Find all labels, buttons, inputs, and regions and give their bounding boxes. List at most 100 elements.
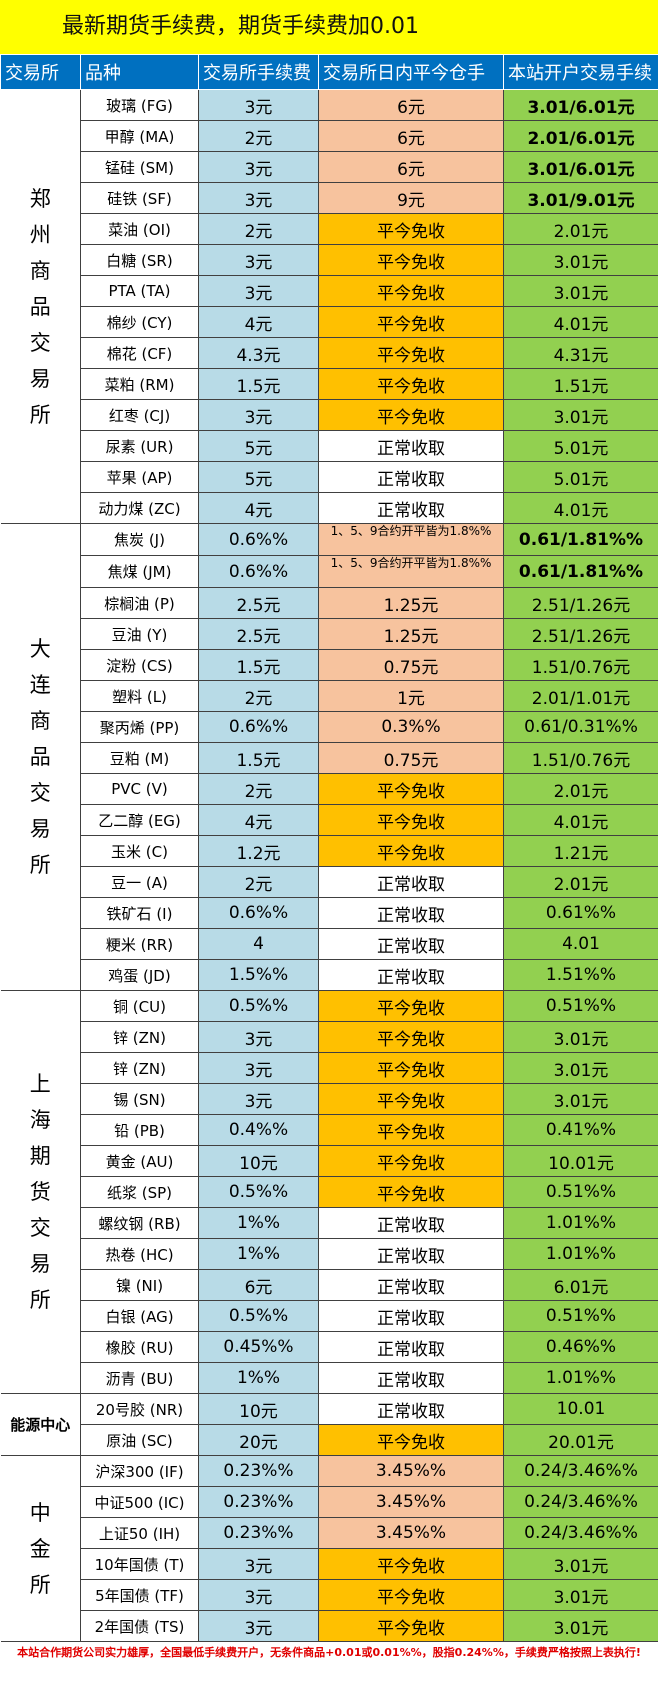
site-fee-cell: 0.51%% [504, 1177, 658, 1208]
variety-cell: 锌 (ZN) [81, 1053, 199, 1084]
footer-note: 本站合作期货公司实力雄厚，全国最低手续费开户，无条件商品+0.01或0.01%%… [0, 1640, 658, 1691]
exchange-fee-cell: 1.5元 [199, 369, 319, 400]
variety-cell: 聚丙烯 (PP) [81, 712, 199, 743]
variety-cell: 甲醇 (MA) [81, 121, 199, 152]
variety-cell: 动力煤 (ZC) [81, 493, 199, 524]
variety-cell: 5年国债 (TF) [81, 1580, 199, 1611]
site-fee-cell: 4.01元 [504, 307, 658, 338]
exchange-fee-cell: 3元 [199, 90, 319, 121]
variety-cell: 淀粉 (CS) [81, 650, 199, 681]
exchange-fee-cell: 0.5%% [199, 1177, 319, 1208]
variety-cell: 20号胶 (NR) [81, 1394, 199, 1425]
site-fee-cell: 2.51/1.26元 [504, 588, 658, 619]
exchange-fee-cell: 10元 [199, 1394, 319, 1425]
exchange-fee-cell: 0.45%% [199, 1332, 319, 1363]
exchange-fee-cell: 3元 [199, 183, 319, 214]
close-today-cell: 正常收取 [319, 1332, 504, 1363]
exchange-fee-cell: 3元 [199, 1084, 319, 1115]
exchange-fee-cell: 4元 [199, 493, 319, 524]
close-today-cell: 1元 [319, 681, 504, 712]
site-fee-cell: 3.01元 [504, 1053, 658, 1084]
variety-cell: 玻璃 (FG) [81, 90, 199, 121]
site-fee-cell: 4.01元 [504, 493, 658, 524]
site-fee-cell: 2.51/1.26元 [504, 619, 658, 650]
close-today-cell: 正常收取 [319, 462, 504, 493]
header-variety: 品种 [81, 55, 199, 90]
site-fee-cell: 4.01元 [504, 805, 658, 836]
variety-cell: 玉米 (C) [81, 836, 199, 867]
site-fee-cell: 10.01元 [504, 1146, 658, 1177]
exchange-fee-cell: 3元 [199, 400, 319, 431]
site-fee-cell: 1.01%% [504, 1363, 658, 1394]
close-today-cell: 正常收取 [319, 1270, 504, 1301]
site-fee-cell: 0.24/3.46%% [504, 1487, 658, 1518]
variety-cell: PTA (TA) [81, 276, 199, 307]
site-fee-cell: 3.01/6.01元 [504, 152, 658, 183]
exchange-fee-cell: 0.5%% [199, 1301, 319, 1332]
variety-cell: 鸡蛋 (JD) [81, 960, 199, 991]
site-fee-cell: 3.01元 [504, 1580, 658, 1611]
exchange-fee-cell: 2元 [199, 121, 319, 152]
close-today-cell: 0.3%% [319, 712, 504, 743]
site-fee-cell: 0.61/1.81%% [504, 556, 658, 588]
variety-cell: 白银 (AG) [81, 1301, 199, 1332]
site-fee-cell: 3.01元 [504, 276, 658, 307]
close-today-cell: 平今免收 [319, 276, 504, 307]
variety-cell: 锌 (ZN) [81, 1022, 199, 1053]
exchange-fee-cell: 4元 [199, 805, 319, 836]
site-fee-cell: 3.01/9.01元 [504, 183, 658, 214]
exchange-fee-cell: 1.5元 [199, 743, 319, 774]
exchange-fee-cell: 3元 [199, 1611, 319, 1642]
variety-cell: 苹果 (AP) [81, 462, 199, 493]
site-fee-cell: 1.51元 [504, 369, 658, 400]
variety-cell: 硅铁 (SF) [81, 183, 199, 214]
variety-cell: 焦煤 (JM) [81, 556, 199, 588]
site-fee-cell: 3.01元 [504, 1611, 658, 1642]
close-today-cell: 平今免收 [319, 1177, 504, 1208]
exchange-name: 上海期货交易所 [29, 1066, 51, 1318]
close-today-cell: 0.75元 [319, 650, 504, 681]
site-fee-cell: 4.31元 [504, 338, 658, 369]
site-fee-cell: 3.01元 [504, 400, 658, 431]
exchange-fee-cell: 5元 [199, 431, 319, 462]
exchange-fee-cell: 3元 [199, 1022, 319, 1053]
table-row: 上证50 (IH)0.23%%3.45%%0.24/3.46%% [1, 1518, 658, 1549]
site-fee-cell: 0.51%% [504, 1301, 658, 1332]
variety-cell: 锰硅 (SM) [81, 152, 199, 183]
close-today-cell: 平今免收 [319, 774, 504, 805]
site-fee-cell: 1.01%% [504, 1239, 658, 1270]
site-fee-cell: 10.01 [504, 1394, 658, 1425]
exchange-fee-cell: 20元 [199, 1425, 319, 1456]
variety-cell: 白糖 (SR) [81, 245, 199, 276]
title-banner: 最新期货手续费，期货手续费加0.01 [0, 0, 658, 54]
fee-table: 交易所 品种 交易所手续费 交易所日内平今仓手 本站开户交易手续 郑州商品交易所… [0, 54, 658, 1642]
variety-cell: PVC (V) [81, 774, 199, 805]
variety-cell: 沪深300 (IF) [81, 1456, 199, 1487]
exchange-fee-cell: 3元 [199, 1580, 319, 1611]
exchange-fee-cell: 2.5元 [199, 588, 319, 619]
site-fee-cell: 0.61%% [504, 898, 658, 929]
close-today-cell: 正常收取 [319, 898, 504, 929]
close-today-cell: 平今免收 [319, 1022, 504, 1053]
site-fee-cell: 1.01%% [504, 1208, 658, 1239]
table-row: 焦煤 (JM)0.6%%1、5、9合约开平皆为1.8%%0.61/1.81%% [1, 556, 658, 588]
variety-cell: 纸浆 (SP) [81, 1177, 199, 1208]
close-today-cell: 正常收取 [319, 431, 504, 462]
exchange-cell: 能源中心 [1, 1394, 81, 1456]
close-today-cell: 平今免收 [319, 836, 504, 867]
